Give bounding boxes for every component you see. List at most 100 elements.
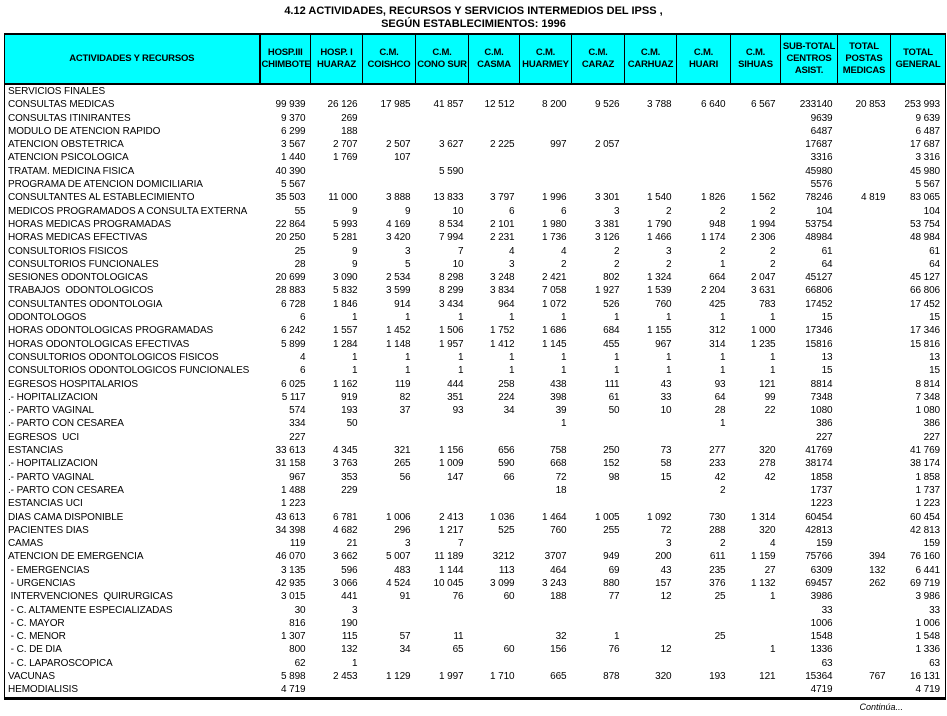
cell-value [520, 125, 572, 138]
row-label: EGRESOS UCI [8, 431, 80, 443]
cell-value: 1 [509, 312, 515, 324]
cell-value: 253 993 [904, 99, 941, 111]
cell-value: 2 [561, 258, 567, 270]
cell-value: 4 719 [280, 684, 306, 696]
cell-value: 60454 [805, 511, 833, 523]
cell-value: 3 420 [385, 232, 411, 244]
cell-value: 1 336 [915, 644, 940, 656]
cell-value: 1 005 [594, 511, 620, 523]
cell-value: 65 [452, 644, 464, 656]
cell-value: 6487 [810, 125, 833, 137]
cell-value: 277 [709, 445, 726, 457]
cell-value: 1223 [810, 498, 833, 510]
cell-value: 1 [561, 365, 567, 377]
cell-value: 11 189 [434, 551, 464, 563]
cell-value: 64 [929, 258, 940, 270]
cell-value [625, 151, 677, 164]
cell-value: 3 [666, 245, 672, 257]
cell-value: 1 [405, 312, 411, 324]
cell-value: 919 [341, 391, 358, 403]
row-label: - C. LAPAROSCOPICA [8, 657, 113, 669]
cell-value: 190 [341, 617, 358, 629]
cell-value: 964 [498, 298, 515, 310]
cell-value: 2 [770, 258, 776, 270]
cell-value: 6 299 [280, 125, 306, 137]
cell-value: 156 [550, 644, 567, 656]
cell-value [416, 84, 469, 98]
cell-value: 2 225 [489, 139, 515, 151]
cell-value: 4 682 [332, 524, 358, 536]
row-label: DIAS CAMA DISPONIBLE [8, 511, 124, 523]
cell-value: 2 306 [750, 232, 776, 244]
cell-value [838, 471, 891, 484]
cell-value: 6309 [810, 564, 833, 576]
cell-value: 441 [341, 591, 358, 603]
cell-value [625, 484, 677, 497]
cell-value [781, 84, 838, 98]
cell-value: 967 [655, 338, 672, 350]
cell-value [469, 484, 520, 497]
cell-value: 6 781 [332, 511, 358, 523]
cell-value: 2 453 [332, 671, 358, 683]
cell-value: 288 [709, 524, 726, 536]
cell-value: 3 301 [594, 192, 620, 204]
table-row: ESTANCIAS UCI 1 223 1223 1 223 [5, 497, 946, 510]
cell-value [520, 151, 572, 164]
row-label: .- PARTO CON CESAREA [8, 418, 124, 430]
cell-value: 18 [555, 484, 567, 496]
cell-value: 69 719 [910, 577, 940, 589]
cell-value: 880 [603, 577, 620, 589]
cell-value: 1 752 [489, 325, 515, 337]
row-label: HORAS MEDICAS EFECTIVAS [8, 232, 148, 244]
cell-value: 1 [405, 365, 411, 377]
page-title-line2: SEGÚN ESTABLECIMIENTOS: 1996 [381, 18, 566, 30]
cell-value [311, 178, 363, 191]
cell-value: 233 [709, 458, 726, 470]
cell-value: 1 548 [915, 631, 940, 643]
cell-value: 25 [714, 631, 726, 643]
cell-value: 1 540 [646, 192, 672, 204]
cell-value [416, 683, 469, 698]
cell-value: 113 [498, 564, 515, 576]
cell-value [677, 431, 731, 444]
row-label: - EMERGENCIAS [8, 564, 90, 576]
cell-value: 3986 [810, 591, 833, 603]
cell-value: 9 [352, 258, 358, 270]
cell-value: 38 174 [910, 458, 940, 470]
cell-value: 255 [603, 524, 620, 536]
cell-value [625, 604, 677, 617]
cell-value: 76 [608, 644, 620, 656]
cell-value: 1 284 [332, 338, 358, 350]
cell-value [625, 630, 677, 643]
row-label: ODONTOLOGOS [8, 312, 87, 324]
table-row: HORAS MEDICAS EFECTIVAS 20 250 5 281 3 420 7… [5, 231, 946, 244]
table-row: HORAS ODONTOLOGICAS PROGRAMADAS 6 242 1 55… [5, 324, 946, 337]
cell-value: 3 763 [332, 458, 358, 470]
table-row: - C. ALTAMENTE ESPECIALIZADAS 30 3 33 33 [5, 604, 946, 617]
cell-value: 1 [614, 631, 620, 643]
cell-value: 9 526 [594, 99, 620, 111]
cell-value: 1 145 [541, 338, 567, 350]
cell-value: 60 454 [910, 511, 940, 523]
cell-value: 6 [509, 205, 515, 217]
cell-value: 3 381 [594, 218, 620, 230]
table-row: .- PARTO CON CESAREA 1 488 229 18 2 1737 1 737 [5, 484, 946, 497]
cell-value: 50 [608, 405, 620, 417]
cell-value: 233140 [799, 99, 833, 111]
cell-value [416, 431, 469, 444]
cell-value: 35 503 [275, 192, 306, 204]
cell-value: 4 [561, 245, 567, 257]
cell-value: 60 [503, 644, 515, 656]
table-row: CONSULTAS MEDICAS 99 939 26 126 17 985 41 85… [5, 98, 946, 111]
row-label: - URGENCIAS [8, 577, 76, 589]
cell-value: 1 156 [438, 445, 464, 457]
cell-value: 6 640 [700, 99, 726, 111]
cell-value: 802 [603, 272, 620, 284]
cell-value: 3 135 [280, 564, 306, 576]
cell-value: 1 686 [541, 325, 567, 337]
cell-value [838, 84, 891, 98]
cell-value: 28 [294, 258, 306, 270]
cell-value [572, 617, 625, 630]
cell-value: 1 [561, 351, 567, 363]
cell-value: 1 562 [750, 192, 776, 204]
